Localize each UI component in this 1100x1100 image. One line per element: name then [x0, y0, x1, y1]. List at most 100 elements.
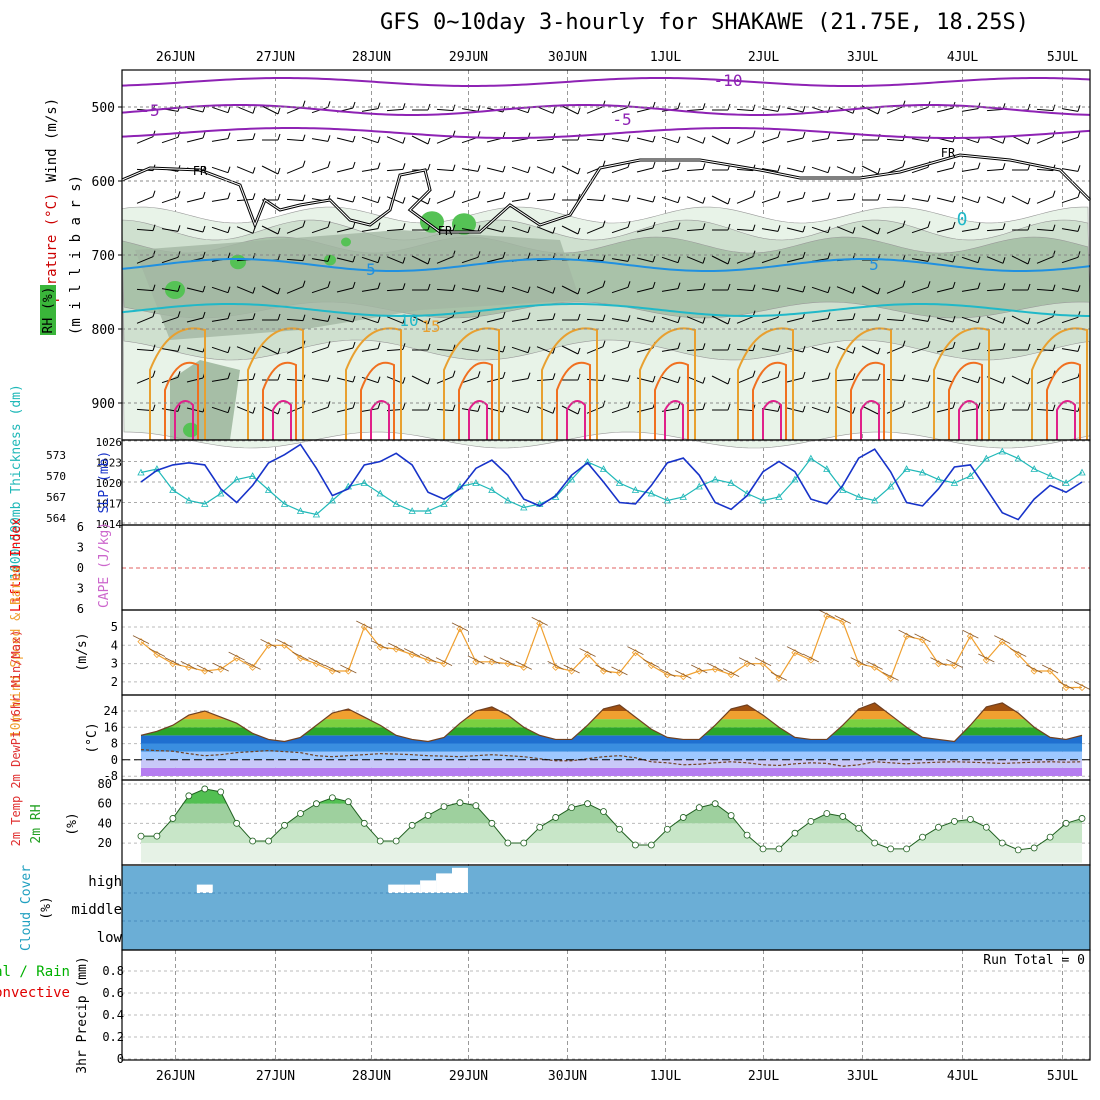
wind-barb — [486, 287, 504, 293]
wind-barb-flag — [677, 136, 681, 143]
wind-barb-flag — [552, 193, 556, 200]
wind-barb — [211, 346, 229, 354]
wind-barb — [911, 138, 929, 142]
ylabel-precip: 3hr Precip (mm) — [75, 956, 90, 1073]
wind-barb — [886, 406, 904, 414]
wind-barb-flag — [727, 343, 731, 351]
wind-barb-flag — [577, 313, 581, 321]
wind-barb-flag — [1052, 190, 1056, 197]
rh-point — [663, 825, 671, 833]
wind-barb-flag — [827, 166, 831, 173]
wind-barb-flag — [677, 376, 681, 383]
wind-barb — [536, 318, 554, 322]
ytick-pressure: 900 — [92, 397, 115, 412]
wind-barb-flag — [1052, 250, 1056, 257]
wind-barb-flag — [277, 373, 281, 381]
contour-label: 5 — [869, 255, 879, 274]
wind-barb-flag — [952, 401, 956, 409]
wind-barb — [936, 317, 954, 323]
wind-barb-flag — [977, 402, 981, 409]
wind-barb — [761, 316, 779, 324]
ylabel-thickness: 1000-500mb Thickness (dm) — [9, 384, 24, 580]
cloud-level-label: low — [97, 930, 123, 946]
wind-barb — [936, 107, 954, 113]
wind-barb-flag — [1002, 343, 1006, 350]
wind-barb — [786, 167, 804, 173]
ylabel-pressure: (m i l l i b a r s) — [68, 175, 84, 335]
wind-barb — [436, 256, 454, 264]
thickness-point — [982, 454, 990, 462]
wind-barb-flag — [652, 315, 656, 323]
wind-barb — [986, 256, 1004, 264]
ytick-wind: 5 — [111, 620, 118, 634]
wind-barb-flag — [302, 160, 306, 167]
wind-barb — [786, 407, 804, 413]
thickness-point — [871, 496, 879, 504]
wind-barb-flag — [1002, 197, 1006, 204]
rh-point — [185, 792, 193, 800]
rh-point — [281, 821, 288, 829]
wind-barb-flag — [627, 221, 631, 228]
wind-barb-10m — [691, 664, 708, 674]
wind-barb-flag — [827, 406, 831, 413]
wind-barb-flag — [1077, 191, 1081, 198]
wind-barb-flag — [802, 405, 806, 413]
wind-barb-flag — [752, 130, 756, 137]
wind-barb-flag — [402, 317, 406, 324]
wind-barb-flag — [602, 134, 606, 141]
wind-barb — [636, 137, 654, 143]
rh-point — [504, 839, 512, 847]
wind-barb-flag — [252, 287, 256, 294]
wind-barb — [886, 346, 904, 354]
wind-barb — [311, 286, 329, 294]
wind-barb — [336, 197, 354, 203]
wind-barb — [1061, 316, 1079, 324]
wind-barb-flag — [327, 221, 331, 228]
wind-barb-flag — [177, 405, 181, 412]
wind-barb — [611, 378, 629, 382]
thickness-point — [695, 482, 703, 490]
wind-barb — [1061, 196, 1079, 204]
wind-barb-10m — [292, 651, 309, 661]
wind-barb-flag — [152, 370, 156, 377]
wind-barb-flag — [427, 343, 431, 351]
wind-barb-flag — [252, 407, 256, 414]
wind-barb-flag — [152, 224, 156, 231]
wind-barb-flag — [477, 105, 481, 112]
wind-barb-flag — [702, 223, 706, 230]
wind-barb-flag — [252, 347, 256, 354]
rh-patch — [341, 237, 351, 247]
wind-barb — [686, 168, 704, 172]
wind-barb — [261, 345, 279, 355]
wind-barb — [661, 228, 679, 232]
wind-barb-flag — [827, 132, 831, 139]
wind-barb-flag — [777, 131, 781, 138]
wind-barb-flag — [152, 284, 156, 291]
wind-barb — [1036, 136, 1054, 144]
wind-barb — [861, 165, 879, 175]
wind-barb — [361, 108, 379, 112]
wind-barb-flag — [777, 251, 781, 258]
ytick-thickness: 573 — [46, 449, 66, 462]
wind-barb-flag — [427, 377, 431, 385]
wind-barb-flag — [627, 341, 631, 348]
wind-barb — [661, 136, 679, 144]
wind-barb — [411, 135, 429, 145]
wind-barb — [661, 288, 679, 292]
wind-barb-10m — [196, 664, 213, 674]
wind-barb-flag — [877, 347, 881, 355]
wind-barb-flag — [627, 375, 631, 382]
date-label-bottom: 1JUL — [650, 1069, 681, 1084]
wind-barb-flag — [152, 190, 156, 197]
wind-barb — [486, 167, 504, 173]
wind-barb-flag — [577, 373, 581, 381]
wind-barb — [811, 198, 829, 202]
wind-barb-flag — [702, 377, 706, 384]
wind-barb-10m — [802, 653, 820, 663]
temp-band — [140, 767, 1083, 776]
wind-barb-flag — [677, 196, 681, 203]
wind-barb — [1011, 195, 1029, 205]
thickness-point — [233, 475, 241, 483]
wind-barb — [161, 348, 179, 352]
wind-barb-10m — [962, 629, 979, 639]
